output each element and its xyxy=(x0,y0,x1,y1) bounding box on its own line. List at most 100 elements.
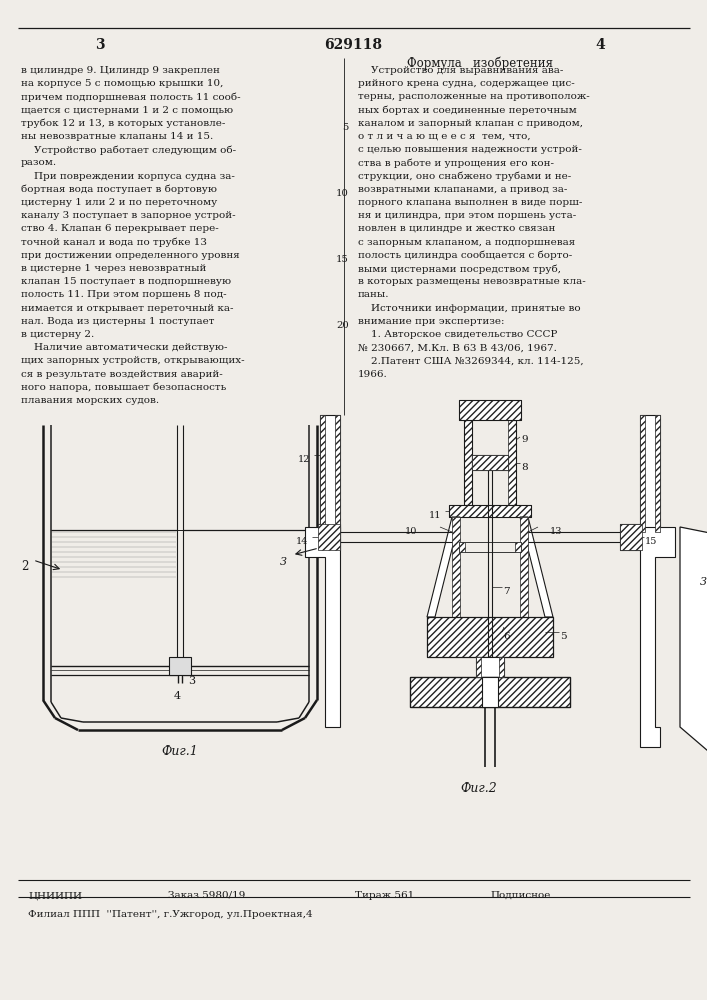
Text: 13: 13 xyxy=(550,527,563,536)
Text: 4: 4 xyxy=(595,38,605,52)
Bar xyxy=(452,517,460,617)
Text: с целью повышения надежности устрой-: с целью повышения надежности устрой- xyxy=(358,145,582,154)
Bar xyxy=(459,400,521,420)
Bar xyxy=(410,677,570,707)
Text: Тираж 561: Тираж 561 xyxy=(355,891,414,900)
Text: 9: 9 xyxy=(521,435,527,444)
Text: возвратными клапанами, а привод за-: возвратными клапанами, а привод за- xyxy=(358,185,568,194)
Text: цистерну 1 или 2 и по переточному: цистерну 1 или 2 и по переточному xyxy=(21,198,217,207)
Text: нимается и открывает переточный ка-: нимается и открывает переточный ка- xyxy=(21,304,233,313)
Bar xyxy=(459,542,465,552)
Text: Фиг.2: Фиг.2 xyxy=(460,782,497,795)
Text: 1. Авторское свидетельство СССР: 1. Авторское свидетельство СССР xyxy=(358,330,557,339)
Text: паны.: паны. xyxy=(358,290,390,299)
Bar xyxy=(449,505,531,517)
Bar xyxy=(320,415,340,532)
Bar xyxy=(427,617,553,657)
Text: точной канал и вода по трубке 13: точной канал и вода по трубке 13 xyxy=(21,238,207,247)
Text: щается с цистернами 1 и 2 с помощью: щается с цистернами 1 и 2 с помощью xyxy=(21,106,233,115)
Text: полость 11. При этом поршень 8 под-: полость 11. При этом поршень 8 под- xyxy=(21,290,227,299)
Bar xyxy=(476,657,481,677)
Text: 3: 3 xyxy=(95,38,105,52)
Bar xyxy=(640,415,660,532)
Text: ны невозвратные клапаны 14 и 15.: ны невозвратные клапаны 14 и 15. xyxy=(21,132,214,141)
Text: 2: 2 xyxy=(21,560,28,573)
Text: бортная вода поступает в бортовую: бортная вода поступает в бортовую xyxy=(21,185,217,194)
Text: Фиг.1: Фиг.1 xyxy=(162,745,199,758)
Text: в цистерну 2.: в цистерну 2. xyxy=(21,330,94,339)
Text: при достижении определенного уровня: при достижении определенного уровня xyxy=(21,251,240,260)
Text: нал. Вода из цистерны 1 поступает: нал. Вода из цистерны 1 поступает xyxy=(21,317,214,326)
Text: 14: 14 xyxy=(296,537,308,546)
Text: 3: 3 xyxy=(280,557,287,567)
Text: полость цилиндра сообщается с борто-: полость цилиндра сообщается с борто- xyxy=(358,251,572,260)
Bar xyxy=(459,400,521,420)
Bar xyxy=(620,524,642,550)
Polygon shape xyxy=(305,527,340,727)
Text: струкции, оно снабжено трубами и не-: струкции, оно снабжено трубами и не- xyxy=(358,172,571,181)
Text: ство 4. Клапан 6 перекрывает пере-: ство 4. Клапан 6 перекрывает пере- xyxy=(21,224,218,233)
Text: ного напора, повышает безопасность: ного напора, повышает безопасность xyxy=(21,383,226,392)
Text: в цистерне 1 через невозвратный: в цистерне 1 через невозвратный xyxy=(21,264,206,273)
Text: ных бортах и соединенные переточным: ных бортах и соединенные переточным xyxy=(358,106,577,115)
Text: 3: 3 xyxy=(700,577,707,587)
Bar xyxy=(318,524,340,550)
Text: Источники информации, принятые во: Источники информации, принятые во xyxy=(358,304,580,313)
Text: трубок 12 и 13, в которых установле-: трубок 12 и 13, в которых установле- xyxy=(21,119,226,128)
Text: 10: 10 xyxy=(336,189,349,198)
Bar xyxy=(520,517,528,617)
Bar xyxy=(499,657,504,677)
Text: ЦНИИПИ: ЦНИИПИ xyxy=(28,891,82,900)
Text: ня и цилиндра, при этом поршень уста-: ня и цилиндра, при этом поршень уста- xyxy=(358,211,576,220)
Polygon shape xyxy=(520,517,553,617)
Text: Наличие автоматически действую-: Наличие автоматически действую- xyxy=(21,343,228,352)
Bar xyxy=(449,505,531,517)
Text: Формула   изобретения: Формула изобретения xyxy=(407,56,553,70)
Text: Устройство для выравнивания ава-: Устройство для выравнивания ава- xyxy=(358,66,563,75)
Text: 629118: 629118 xyxy=(324,38,382,52)
Text: терны, расположенные на противополож-: терны, расположенные на противополож- xyxy=(358,92,590,101)
Bar xyxy=(472,455,508,470)
Text: 4: 4 xyxy=(174,691,181,701)
Text: о т л и ч а ю щ е е с я  тем, что,: о т л и ч а ю щ е е с я тем, что, xyxy=(358,132,531,141)
Text: При повреждении корпуса судна за-: При повреждении корпуса судна за- xyxy=(21,172,235,181)
Text: 11: 11 xyxy=(429,511,441,520)
Bar xyxy=(620,524,642,550)
Text: в которых размещены невозвратные кла-: в которых размещены невозвратные кла- xyxy=(358,277,586,286)
Text: 15: 15 xyxy=(336,255,349,264)
Text: Заказ 5980/19: Заказ 5980/19 xyxy=(168,891,245,900)
Bar xyxy=(472,455,508,470)
Bar xyxy=(410,677,570,707)
Text: № 230667, М.Кл. В 63 В 43/06, 1967.: № 230667, М.Кл. В 63 В 43/06, 1967. xyxy=(358,343,557,352)
Text: Филиал ППП  ''Патент'', г.Ужгород, ул.Проектная,4: Филиал ППП ''Патент'', г.Ужгород, ул.Про… xyxy=(28,910,312,919)
Bar xyxy=(320,415,325,532)
Text: в цилиндре 9. Цилиндр 9 закреплен: в цилиндре 9. Цилиндр 9 закреплен xyxy=(21,66,220,75)
Text: щих запорных устройств, открывающих-: щих запорных устройств, открывающих- xyxy=(21,356,245,365)
Bar xyxy=(476,657,504,677)
Text: ства в работе и упрощения его кон-: ства в работе и упрощения его кон- xyxy=(358,158,554,168)
Text: Устройство работает следующим об-: Устройство работает следующим об- xyxy=(21,145,236,155)
Text: 8: 8 xyxy=(521,463,527,472)
Bar xyxy=(169,657,191,675)
Text: 3: 3 xyxy=(188,676,195,686)
Text: разом.: разом. xyxy=(21,158,57,167)
Text: Подписное: Подписное xyxy=(490,891,550,900)
Text: 7: 7 xyxy=(503,587,510,596)
Bar xyxy=(318,524,340,550)
Bar xyxy=(655,415,660,532)
Text: 1: 1 xyxy=(320,545,327,558)
Text: 12: 12 xyxy=(298,455,310,464)
Text: плавания морских судов.: плавания морских судов. xyxy=(21,396,159,405)
Text: 1966.: 1966. xyxy=(358,370,387,379)
Polygon shape xyxy=(640,527,675,747)
Text: порного клапана выполнен в виде порш-: порного клапана выполнен в виде порш- xyxy=(358,198,583,207)
Text: каналом и запорный клапан с приводом,: каналом и запорный клапан с приводом, xyxy=(358,119,583,128)
Text: ся в результате воздействия аварий-: ся в результате воздействия аварий- xyxy=(21,370,223,379)
Text: 6: 6 xyxy=(503,632,510,641)
Text: выми цистернами посредством труб,: выми цистернами посредством труб, xyxy=(358,264,561,273)
Text: клапан 15 поступает в подпоршневую: клапан 15 поступает в подпоршневую xyxy=(21,277,231,286)
Text: 15: 15 xyxy=(645,537,658,546)
Bar xyxy=(482,677,498,707)
Bar xyxy=(640,415,645,532)
Text: 20: 20 xyxy=(337,321,349,330)
